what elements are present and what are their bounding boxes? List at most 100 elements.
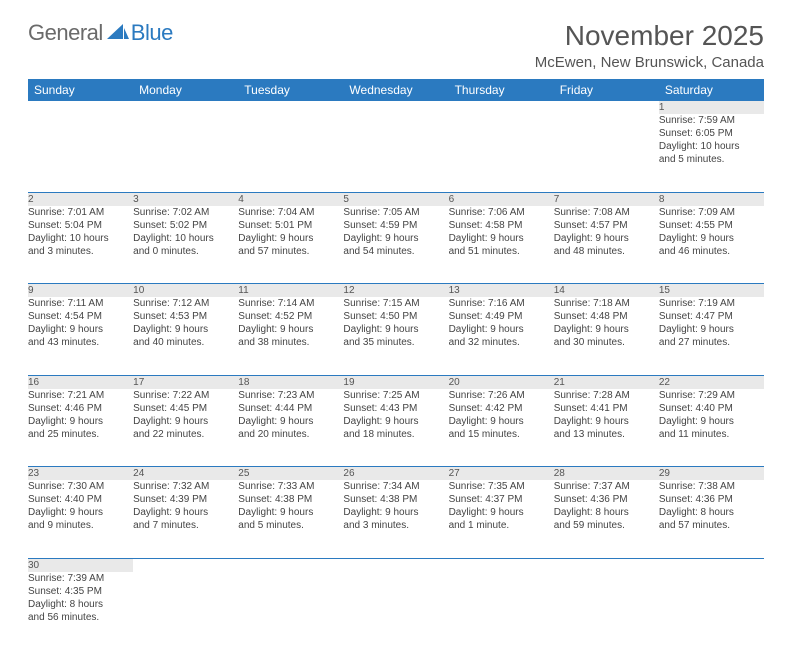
day-sr: Sunrise: 7:16 AM [449, 297, 554, 310]
day-sr: Sunrise: 7:06 AM [449, 206, 554, 219]
day-sr: Sunrise: 7:29 AM [659, 389, 764, 402]
day-detail-cell [238, 572, 343, 650]
day-detail-cell: Sunrise: 7:01 AMSunset: 5:04 PMDaylight:… [28, 206, 133, 284]
day-dl2: and 1 minute. [449, 519, 554, 532]
day-detail-cell: Sunrise: 7:11 AMSunset: 4:54 PMDaylight:… [28, 297, 133, 375]
day-detail-cell: Sunrise: 7:26 AMSunset: 4:42 PMDaylight:… [449, 389, 554, 467]
day-sr: Sunrise: 7:19 AM [659, 297, 764, 310]
day-dl1: Daylight: 10 hours [133, 232, 238, 245]
day-ss: Sunset: 4:54 PM [28, 310, 133, 323]
day-dl1: Daylight: 9 hours [659, 415, 764, 428]
day-number-cell: 26 [343, 467, 448, 481]
day-ss: Sunset: 4:40 PM [28, 493, 133, 506]
day-dl2: and 40 minutes. [133, 336, 238, 349]
day-number-cell: 7 [554, 192, 659, 206]
day-dl2: and 25 minutes. [28, 428, 133, 441]
day-dl1: Daylight: 9 hours [554, 323, 659, 336]
day-sr: Sunrise: 7:38 AM [659, 480, 764, 493]
day-dl2: and 43 minutes. [28, 336, 133, 349]
day-number-cell: 30 [28, 558, 133, 572]
day-sr: Sunrise: 7:33 AM [238, 480, 343, 493]
day-detail-cell: Sunrise: 7:14 AMSunset: 4:52 PMDaylight:… [238, 297, 343, 375]
day-detail-cell: Sunrise: 7:02 AMSunset: 5:02 PMDaylight:… [133, 206, 238, 284]
day-ss: Sunset: 4:58 PM [449, 219, 554, 232]
day-dl1: Daylight: 9 hours [659, 232, 764, 245]
day-dl1: Daylight: 9 hours [238, 506, 343, 519]
day-number-cell [238, 101, 343, 114]
day-number-cell: 5 [343, 192, 448, 206]
day-detail-cell [28, 114, 133, 192]
day-detail-cell: Sunrise: 7:34 AMSunset: 4:38 PMDaylight:… [343, 480, 448, 558]
day-detail-cell: Sunrise: 7:39 AMSunset: 4:35 PMDaylight:… [28, 572, 133, 650]
day-ss: Sunset: 4:45 PM [133, 402, 238, 415]
day-number-cell: 12 [343, 284, 448, 298]
day-sr: Sunrise: 7:23 AM [238, 389, 343, 402]
day-number-row: 23242526272829 [28, 467, 764, 481]
day-detail-cell: Sunrise: 7:19 AMSunset: 4:47 PMDaylight:… [659, 297, 764, 375]
day-number-cell: 22 [659, 375, 764, 389]
day-sr: Sunrise: 7:09 AM [659, 206, 764, 219]
day-sr: Sunrise: 7:04 AM [238, 206, 343, 219]
day-dl2: and 57 minutes. [659, 519, 764, 532]
day-ss: Sunset: 4:38 PM [343, 493, 448, 506]
day-detail-cell [343, 572, 448, 650]
day-detail-cell: Sunrise: 7:38 AMSunset: 4:36 PMDaylight:… [659, 480, 764, 558]
day-number-cell: 8 [659, 192, 764, 206]
day-sr: Sunrise: 7:35 AM [449, 480, 554, 493]
day-detail-cell: Sunrise: 7:37 AMSunset: 4:36 PMDaylight:… [554, 480, 659, 558]
day-number-cell: 2 [28, 192, 133, 206]
day-ss: Sunset: 6:05 PM [659, 127, 764, 140]
day-sr: Sunrise: 7:08 AM [554, 206, 659, 219]
day-number-cell: 15 [659, 284, 764, 298]
day-detail-cell [449, 114, 554, 192]
day-dl2: and 48 minutes. [554, 245, 659, 258]
day-detail-cell [659, 572, 764, 650]
day-sr: Sunrise: 7:14 AM [238, 297, 343, 310]
day-dl2: and 0 minutes. [133, 245, 238, 258]
day-detail-cell: Sunrise: 7:08 AMSunset: 4:57 PMDaylight:… [554, 206, 659, 284]
day-detail-cell: Sunrise: 7:05 AMSunset: 4:59 PMDaylight:… [343, 206, 448, 284]
day-number-cell: 1 [659, 101, 764, 114]
day-dl2: and 22 minutes. [133, 428, 238, 441]
day-dl1: Daylight: 9 hours [659, 323, 764, 336]
day-number-cell: 25 [238, 467, 343, 481]
day-ss: Sunset: 4:50 PM [343, 310, 448, 323]
day-dl2: and 5 minutes. [238, 519, 343, 532]
day-number-row: 9101112131415 [28, 284, 764, 298]
day-detail-cell: Sunrise: 7:16 AMSunset: 4:49 PMDaylight:… [449, 297, 554, 375]
day-detail-cell: Sunrise: 7:59 AMSunset: 6:05 PMDaylight:… [659, 114, 764, 192]
day-dl1: Daylight: 9 hours [28, 506, 133, 519]
day-sr: Sunrise: 7:21 AM [28, 389, 133, 402]
day-dl1: Daylight: 9 hours [554, 415, 659, 428]
day-ss: Sunset: 5:04 PM [28, 219, 133, 232]
day-ss: Sunset: 4:57 PM [554, 219, 659, 232]
day-dl2: and 15 minutes. [449, 428, 554, 441]
day-detail-cell: Sunrise: 7:04 AMSunset: 5:01 PMDaylight:… [238, 206, 343, 284]
day-number-cell: 16 [28, 375, 133, 389]
day-number-cell [343, 558, 448, 572]
day-dl1: Daylight: 9 hours [343, 232, 448, 245]
day-number-cell [449, 101, 554, 114]
day-ss: Sunset: 4:37 PM [449, 493, 554, 506]
day-number-cell [343, 101, 448, 114]
day-dl1: Daylight: 9 hours [238, 323, 343, 336]
day-detail-cell: Sunrise: 7:18 AMSunset: 4:48 PMDaylight:… [554, 297, 659, 375]
day-dl1: Daylight: 8 hours [659, 506, 764, 519]
day-sr: Sunrise: 7:39 AM [28, 572, 133, 585]
day-dl1: Daylight: 9 hours [449, 232, 554, 245]
day-sr: Sunrise: 7:22 AM [133, 389, 238, 402]
logo-text-blue: Blue [131, 20, 173, 46]
day-detail-cell: Sunrise: 7:35 AMSunset: 4:37 PMDaylight:… [449, 480, 554, 558]
day-dl2: and 46 minutes. [659, 245, 764, 258]
day-dl1: Daylight: 9 hours [449, 506, 554, 519]
day-dl2: and 5 minutes. [659, 153, 764, 166]
day-number-cell: 20 [449, 375, 554, 389]
day-ss: Sunset: 4:42 PM [449, 402, 554, 415]
day-ss: Sunset: 5:01 PM [238, 219, 343, 232]
dow-header-row: Sunday Monday Tuesday Wednesday Thursday… [28, 79, 764, 101]
day-dl1: Daylight: 8 hours [28, 598, 133, 611]
day-dl1: Daylight: 10 hours [28, 232, 133, 245]
day-ss: Sunset: 4:47 PM [659, 310, 764, 323]
day-number-cell [238, 558, 343, 572]
day-sr: Sunrise: 7:28 AM [554, 389, 659, 402]
